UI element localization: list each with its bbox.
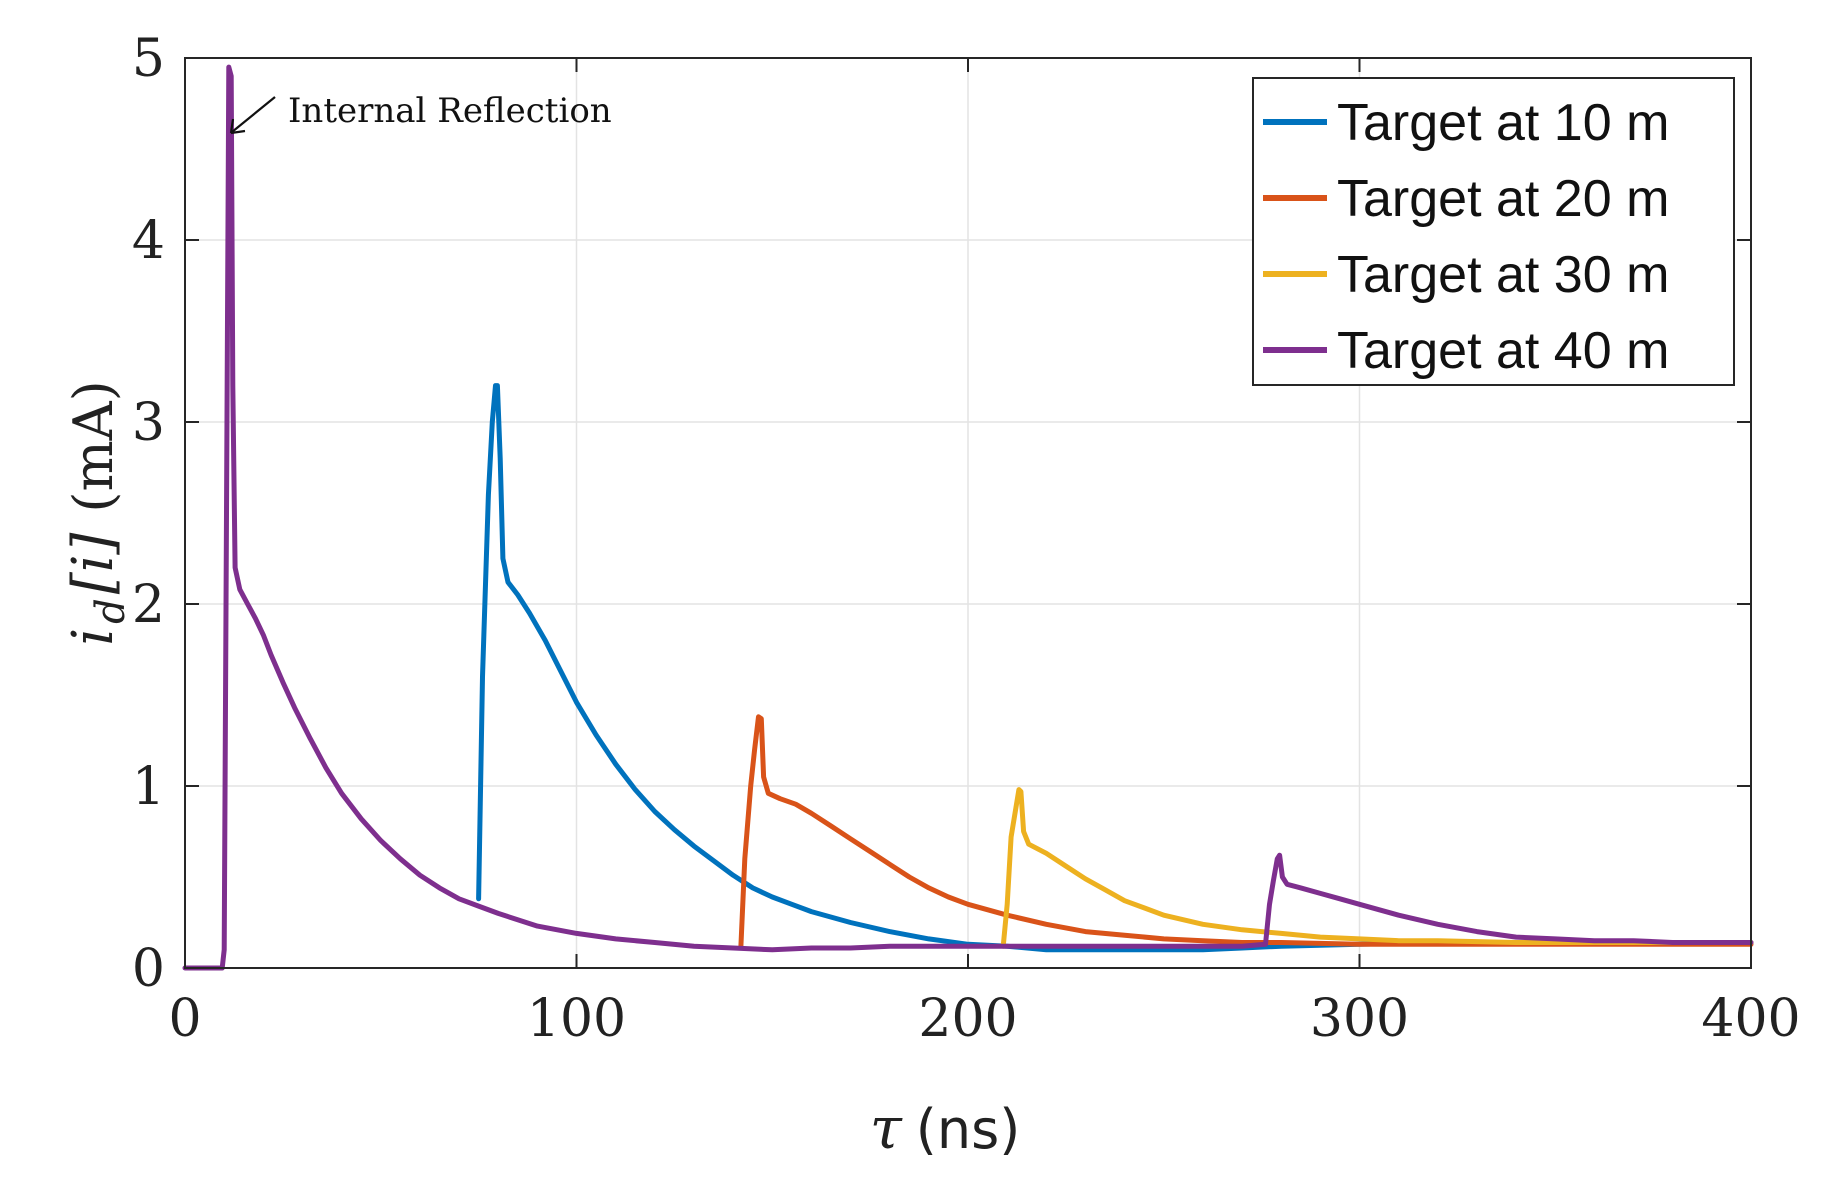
y-axis-label: i d [i] (mA) bbox=[61, 380, 134, 645]
y-axis-unit: (mA) bbox=[62, 380, 125, 512]
x-axis-symbol: τ bbox=[870, 1094, 903, 1162]
y-tick-label: 2 bbox=[132, 575, 165, 635]
y-axis-index: [i] bbox=[61, 532, 126, 594]
legend-label-2: Target at 20 m bbox=[1337, 170, 1669, 228]
legend-box bbox=[1252, 77, 1735, 386]
y-tick-label: 5 bbox=[132, 29, 165, 89]
series-line-2 bbox=[738, 714, 1754, 949]
series-layer bbox=[182, 64, 1754, 971]
axis-ticks: 0 100 200 300 400 0 1 2 3 4 5 bbox=[132, 29, 1801, 1049]
y-axis-base: i bbox=[61, 628, 126, 646]
x-tick-label: 300 bbox=[1310, 989, 1409, 1049]
annotation: Internal Reflection bbox=[229, 91, 612, 135]
legend-items: Target at 10 m Target at 20 m Target at 30… bbox=[1263, 94, 1669, 380]
y-axis-subscript: d bbox=[88, 598, 134, 624]
annotation-arrow-head bbox=[229, 118, 246, 135]
annotation-label: Internal Reflection bbox=[288, 91, 612, 131]
y-tick-label: 0 bbox=[132, 939, 165, 999]
x-tick-label: 100 bbox=[527, 989, 626, 1049]
legend-label-3: Target at 30 m bbox=[1337, 246, 1669, 304]
annotation-arrow-shaft bbox=[231, 96, 276, 133]
legend-label-4: Target at 40 m bbox=[1337, 322, 1669, 380]
legend: Target at 10 m Target at 20 m Target at 30… bbox=[1252, 77, 1735, 386]
x-tick-label: 0 bbox=[168, 989, 201, 1049]
x-axis-unit: (ns) bbox=[916, 1098, 1021, 1161]
x-tick-label: 400 bbox=[1701, 989, 1800, 1049]
x-tick-label: 200 bbox=[918, 989, 1017, 1049]
legend-label-1: Target at 10 m bbox=[1337, 94, 1669, 152]
y-tick-label: 3 bbox=[132, 393, 165, 453]
y-tick-label: 4 bbox=[132, 211, 165, 271]
series-line-3 bbox=[1000, 787, 1754, 949]
y-tick-label: 1 bbox=[132, 757, 165, 817]
x-axis-label: τ (ns) bbox=[870, 1094, 1021, 1162]
series-line-4 bbox=[182, 64, 1754, 971]
